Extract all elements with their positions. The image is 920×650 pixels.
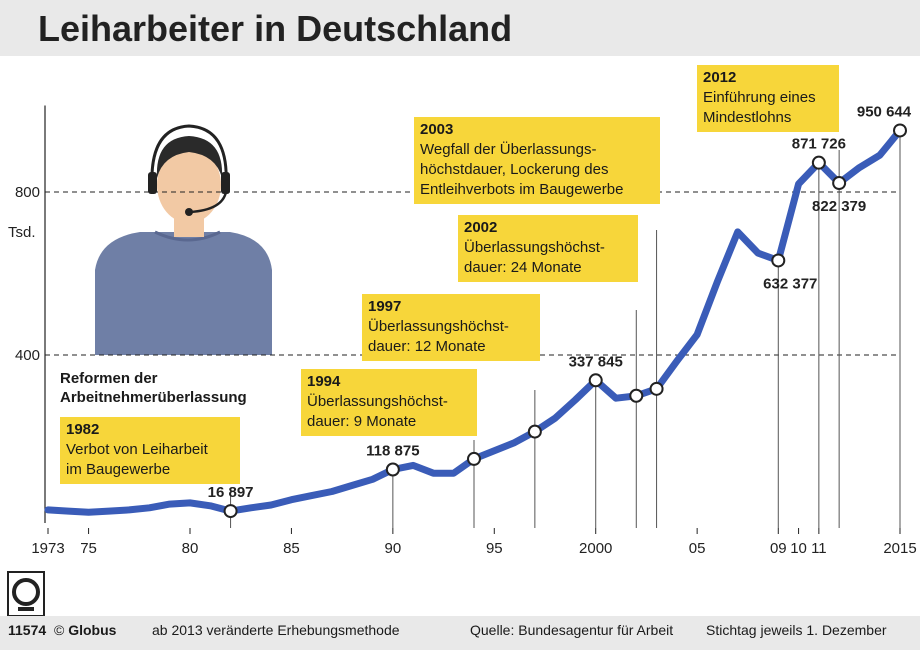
graphic-code: 11574 — [8, 622, 47, 638]
copyright-symbol: © — [54, 622, 65, 638]
reform-text: Verbot von Leiharbeit im Baugewerbe — [66, 441, 208, 478]
reform-year: 1994 — [307, 373, 341, 390]
method-note: ab 2013 veränderte Erhebungsmethode — [152, 622, 400, 638]
reform-year: 2003 — [420, 121, 454, 138]
stichtag-note: Stichtag jeweils 1. Dezember — [706, 622, 887, 638]
reform-year: 1982 — [66, 421, 100, 438]
reform-text: Wegfall der Überlassungs- höchstdauer, L… — [420, 141, 624, 198]
source-note: Quelle: Bundesagentur für Arbeit — [470, 622, 674, 638]
reform-note-1982: 1982 Verbot von Leiharbeit im Baugewerbe — [60, 417, 240, 484]
x-tick-label: 11 — [811, 540, 827, 557]
brand: © Globus — [54, 622, 116, 638]
reform-note-2002: 2002 Überlassungshöchst- dauer: 24 Monat… — [458, 215, 638, 282]
y-tick-label: 400 — [15, 347, 40, 364]
reform-note-1994: 1994 Überlassungshöchst- dauer: 9 Monate — [301, 369, 477, 436]
data-point-marker — [811, 155, 826, 170]
data-point-marker — [629, 388, 644, 403]
x-tick-label: 2000 — [579, 540, 612, 557]
x-tick-label: 1973 — [31, 540, 64, 557]
data-point-marker — [467, 451, 481, 466]
reform-text: Überlassungshöchst- dauer: 12 Monate — [368, 318, 509, 355]
data-label: 337 845 — [569, 353, 623, 370]
globus-logo — [7, 571, 45, 616]
data-point-marker — [649, 381, 664, 396]
reform-note-1997: 1997 Überlassungshöchst- dauer: 12 Monat… — [362, 294, 540, 361]
data-point-marker — [893, 123, 907, 138]
reform-note-2003: 2003 Wegfall der Überlassungs- höchstdau… — [414, 117, 660, 204]
data-point-marker — [223, 504, 238, 519]
data-label: 822 379 — [812, 198, 866, 215]
reform-year: 1997 — [368, 298, 402, 315]
headset-person-illustration — [95, 124, 272, 355]
title-bar — [0, 0, 920, 56]
data-label: 118 875 — [366, 443, 419, 460]
data-label: 950 644 — [857, 103, 912, 120]
line-chart: 400 800 Tsd. 16 897 118 875 337 845 632 377 87… — [7, 103, 917, 616]
data-point-marker — [588, 373, 603, 388]
data-label: 16 897 — [208, 484, 254, 501]
x-tick-label: 95 — [486, 540, 503, 557]
reform-year: 2012 — [703, 69, 737, 86]
x-tick-label: 10 — [790, 540, 807, 557]
y-tick-label: 800 — [15, 184, 40, 201]
reform-note-2012: 2012 Einführung eines Mindestlohns — [697, 65, 839, 132]
data-point-marker — [385, 462, 400, 477]
x-tick-label: 80 — [182, 540, 199, 557]
brand-name: Globus — [68, 622, 117, 638]
reform-text: Überlassungshöchst- dauer: 9 Monate — [307, 393, 448, 430]
footer-bar — [0, 616, 920, 650]
reforms-heading: Reformen der Arbeitnehmerüberlassung — [60, 370, 247, 406]
x-tick-label: 90 — [385, 540, 402, 557]
x-tick-label: 09 — [770, 540, 787, 557]
y-axis-unit-label: Tsd. — [8, 224, 36, 241]
x-tick-label: 75 — [80, 540, 97, 557]
data-label: 632 377 — [763, 275, 817, 292]
x-tick-label: 2015 — [883, 540, 916, 557]
data-point-marker — [527, 424, 542, 439]
reform-year: 2002 — [464, 219, 498, 236]
data-point-marker — [771, 253, 786, 268]
reform-text: Überlassungshöchst- dauer: 24 Monate — [464, 239, 605, 276]
reform-text: Einführung eines Mindestlohns — [703, 89, 816, 126]
x-tick-label: 85 — [283, 540, 300, 557]
chart-title: Leiharbeiter in Deutschland — [38, 8, 513, 49]
data-label: 871 726 — [792, 136, 846, 153]
x-tick-label: 05 — [689, 540, 706, 557]
data-point-marker — [832, 176, 847, 191]
